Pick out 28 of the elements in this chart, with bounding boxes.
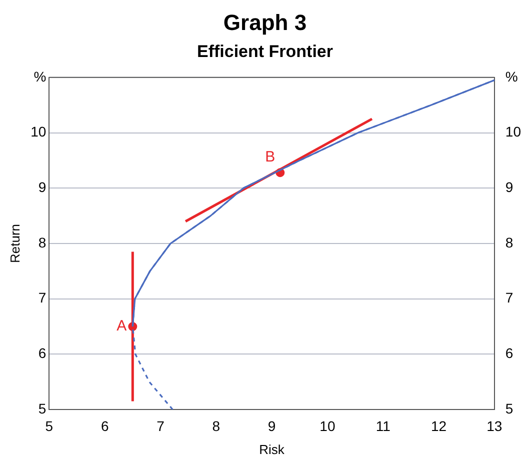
y-tick-label: 6 <box>38 345 46 362</box>
y-tick-label: 10 <box>30 124 46 140</box>
y-axis-title: Return <box>7 224 22 264</box>
chart-subtitle: Efficient Frontier <box>196 42 334 63</box>
x-tick-label: 9 <box>268 418 276 434</box>
y2-tick-label: 7 <box>505 290 514 306</box>
y2-tick-label: 9 <box>505 178 514 195</box>
y-tick-label: 8 <box>38 234 46 250</box>
x-tick-label: 13 <box>486 418 502 434</box>
y2-tick-label: 10 <box>505 124 522 140</box>
annotation: B <box>265 148 276 166</box>
annotation: A <box>116 318 127 335</box>
x-tick-label: 8 <box>212 418 220 434</box>
x-tick-label: 11 <box>376 418 391 434</box>
y2-tick-label: 8 <box>505 234 514 250</box>
y-tick-label: % <box>34 68 46 84</box>
y-tick-label: 5 <box>38 400 46 416</box>
chart-title: Graph 3 <box>222 10 308 37</box>
x-tick-label: 12 <box>430 418 447 434</box>
y2-tick-label: % <box>505 68 518 84</box>
y2-tick-label: 6 <box>505 345 514 362</box>
y2-tick-label: 5 <box>505 400 514 416</box>
x-tick-label: 6 <box>100 418 109 434</box>
x-tick-label: 7 <box>156 418 165 434</box>
y-tick-label: 7 <box>38 290 46 306</box>
x-tick-label: 10 <box>320 418 336 434</box>
y-tick-label: 9 <box>38 178 46 195</box>
x-axis-title: Risk <box>259 442 285 457</box>
